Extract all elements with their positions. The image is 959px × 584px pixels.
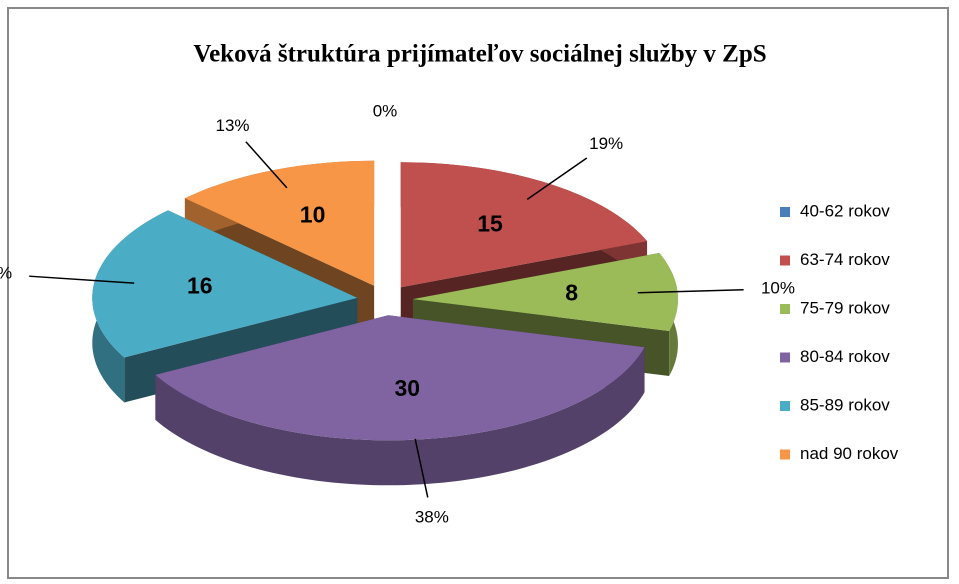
slice: [92, 210, 358, 358]
slice-wall: [155, 347, 645, 486]
leader-line: [29, 275, 135, 284]
leader-line: [526, 157, 588, 200]
percent-label: 19%: [589, 134, 623, 153]
percent-label: 0%: [373, 102, 398, 121]
legend-swatch: [780, 304, 790, 314]
legend-swatch: [780, 207, 790, 217]
slice: [155, 315, 645, 441]
percent-label: 20%: [0, 263, 12, 282]
chart-title: Veková štruktúra prijímateľov sociálnej …: [193, 41, 766, 68]
slice: [400, 162, 648, 288]
percent-label: 38%: [415, 508, 449, 527]
slice-value-label: 15: [477, 210, 503, 236]
slice: [412, 252, 678, 332]
slice-value-label: 30: [394, 375, 420, 401]
legend-label: nad 90 rokov: [800, 444, 899, 463]
legend-label: 85-89 rokov: [800, 395, 890, 414]
legend-swatch: [780, 401, 790, 411]
legend-swatch: [780, 255, 790, 266]
slice-value-label: 10: [300, 202, 326, 228]
leader-line: [245, 141, 288, 189]
legend-label: 75-79 rokov: [800, 298, 890, 317]
legend-label: 63-74 rokov: [800, 250, 890, 269]
leader-line: [414, 438, 429, 498]
legend-label: 80-84 rokov: [800, 347, 890, 366]
leader-line: [637, 289, 744, 294]
legend-swatch: [780, 352, 790, 363]
percent-label: 13%: [216, 116, 250, 135]
legend-label: 40-62 rokov: [800, 201, 890, 220]
slice: [184, 160, 375, 286]
percent-label: 10%: [761, 278, 795, 297]
legend-swatch: [780, 449, 790, 460]
slice-value-label: 16: [187, 273, 213, 299]
slice-value-label: 8: [565, 280, 578, 306]
